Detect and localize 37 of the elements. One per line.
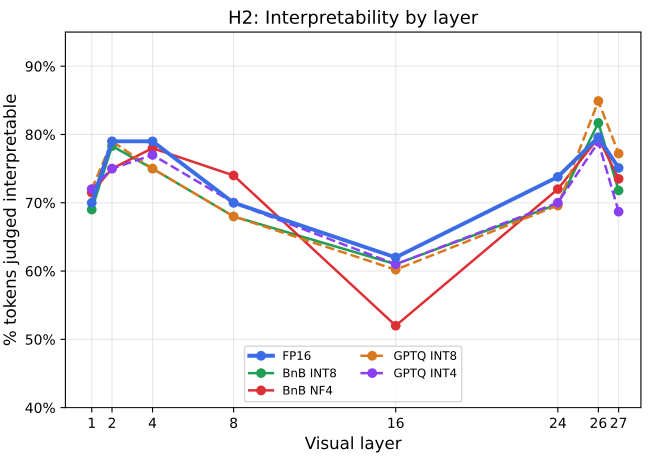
point <box>614 174 624 184</box>
y-tick-label: 90% <box>26 61 55 72</box>
point <box>594 118 604 128</box>
x-tick-label: 2 <box>108 418 116 428</box>
point <box>86 198 97 208</box>
y-tick-label: 40% <box>25 402 55 414</box>
x-tick-label: 8 <box>230 418 238 428</box>
x-tick-label: 1 <box>88 418 95 428</box>
legend-label: GPTQ INT4 <box>394 368 456 379</box>
y-axis-title: % tokens judged interpretable <box>3 94 20 346</box>
point <box>614 163 624 173</box>
x-tick-label: 26 <box>590 418 606 428</box>
legend-label: FP16 <box>284 351 311 360</box>
y-tick-label: 70% <box>26 198 55 208</box>
x-axis-title: Visual layer <box>304 436 402 452</box>
point <box>614 206 624 217</box>
point <box>614 186 624 196</box>
y-tick-label: 80% <box>26 129 55 140</box>
point <box>228 170 238 180</box>
point <box>552 184 563 194</box>
point <box>594 96 604 106</box>
point <box>390 320 401 331</box>
x-tick-label: 24 <box>550 418 566 428</box>
legend-label: BnB NF4 <box>284 386 332 395</box>
x-tick-label: 16 <box>388 418 404 428</box>
x-tick-label: 27 <box>610 418 626 428</box>
y-tick-label: 60% <box>26 266 55 277</box>
point <box>148 136 158 146</box>
chart-title: H2: Interpretability by layer <box>230 10 478 28</box>
x-tick-label: 4 <box>148 418 156 428</box>
y-tick-label: 50% <box>26 334 55 345</box>
legend-label: BnB INT8 <box>284 368 336 378</box>
legend-label: GPTQ INT8 <box>394 351 456 362</box>
point <box>390 252 401 262</box>
point <box>552 172 563 182</box>
point <box>614 148 624 158</box>
point <box>148 150 158 160</box>
